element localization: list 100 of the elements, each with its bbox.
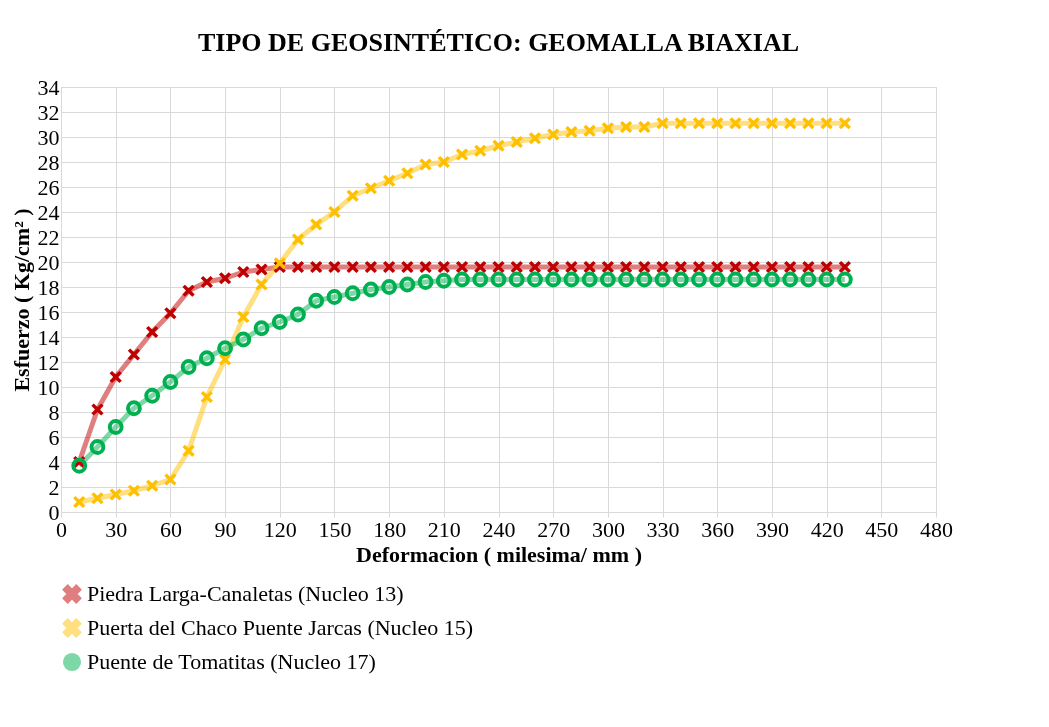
point <box>654 271 671 288</box>
point <box>784 260 797 274</box>
point <box>383 174 396 187</box>
y-tick-label: 4 <box>48 449 60 475</box>
point <box>200 390 213 404</box>
point <box>255 263 268 276</box>
point <box>545 271 562 288</box>
point <box>527 271 543 288</box>
y-axis-title: Esfuerzo ( Kg/cm² ) <box>8 208 34 392</box>
x-tick-label: 180 <box>373 516 407 542</box>
point <box>73 495 86 509</box>
point <box>691 271 707 288</box>
point <box>508 271 525 288</box>
point <box>818 271 835 288</box>
point <box>472 271 489 288</box>
point <box>364 260 378 274</box>
point <box>765 117 779 130</box>
point <box>237 265 250 279</box>
x-tick-label: 90 <box>214 516 237 542</box>
point <box>419 260 432 274</box>
point <box>91 403 104 416</box>
point <box>800 271 817 288</box>
point <box>182 284 195 297</box>
point <box>437 260 450 274</box>
point <box>362 281 379 298</box>
point <box>437 155 450 169</box>
point <box>180 359 197 375</box>
y-tick-label: 12 <box>37 349 60 375</box>
point <box>820 117 833 130</box>
y-tick-label: 14 <box>37 324 60 350</box>
x-tick-label: 120 <box>263 516 297 542</box>
y-tick-label: 6 <box>48 424 60 450</box>
x-tick-label: 30 <box>105 516 128 542</box>
point <box>601 260 614 274</box>
point <box>326 289 343 305</box>
point <box>198 350 215 367</box>
y-tick-label: 8 <box>48 399 60 425</box>
x-tick-label: 480 <box>920 516 953 542</box>
y-tick-label: 24 <box>37 199 60 225</box>
point <box>583 260 596 274</box>
point <box>565 125 578 139</box>
point <box>107 419 124 435</box>
point <box>601 122 614 135</box>
point <box>381 279 398 295</box>
point <box>547 260 560 274</box>
point <box>599 271 616 288</box>
x-tick-label: 360 <box>701 516 735 542</box>
point <box>109 370 122 384</box>
point <box>383 260 396 274</box>
point <box>454 271 470 288</box>
point <box>237 310 250 324</box>
x-tick-label: 390 <box>755 516 789 542</box>
point <box>638 260 651 274</box>
point <box>782 271 799 288</box>
x-tick-label: 240 <box>482 516 516 542</box>
point <box>711 260 724 274</box>
point <box>164 473 177 486</box>
point <box>802 117 815 130</box>
point <box>109 488 122 501</box>
x-tick-label: 210 <box>427 516 461 542</box>
point <box>200 275 213 289</box>
point <box>291 260 305 274</box>
point <box>619 120 633 134</box>
point <box>346 189 359 202</box>
x-tick-label: 450 <box>865 516 899 542</box>
point <box>217 340 233 357</box>
point <box>583 124 596 137</box>
point <box>838 260 851 274</box>
point <box>674 260 687 274</box>
point <box>235 331 252 348</box>
point <box>419 158 432 171</box>
point <box>745 271 762 288</box>
point <box>474 260 487 274</box>
point <box>308 292 325 309</box>
point <box>672 271 689 288</box>
point <box>399 276 416 293</box>
point <box>709 271 726 288</box>
point <box>255 278 268 291</box>
point <box>401 167 414 180</box>
point <box>747 117 760 130</box>
point <box>638 120 651 134</box>
point <box>89 439 106 455</box>
point <box>344 285 361 302</box>
x-tick-label: 330 <box>646 516 680 542</box>
point <box>764 271 780 288</box>
point <box>765 260 779 274</box>
y-tick-label: 22 <box>37 224 60 250</box>
point <box>455 260 469 274</box>
point <box>218 272 232 285</box>
point <box>328 205 341 219</box>
point <box>435 272 452 289</box>
point <box>692 117 706 130</box>
point <box>727 271 744 288</box>
point <box>127 484 141 497</box>
point <box>528 260 542 274</box>
point <box>290 306 306 323</box>
point <box>271 314 288 330</box>
point <box>310 260 323 274</box>
point <box>820 260 833 274</box>
legend-label: Puente de Tomatitas (Nucleo 17) <box>87 649 376 674</box>
